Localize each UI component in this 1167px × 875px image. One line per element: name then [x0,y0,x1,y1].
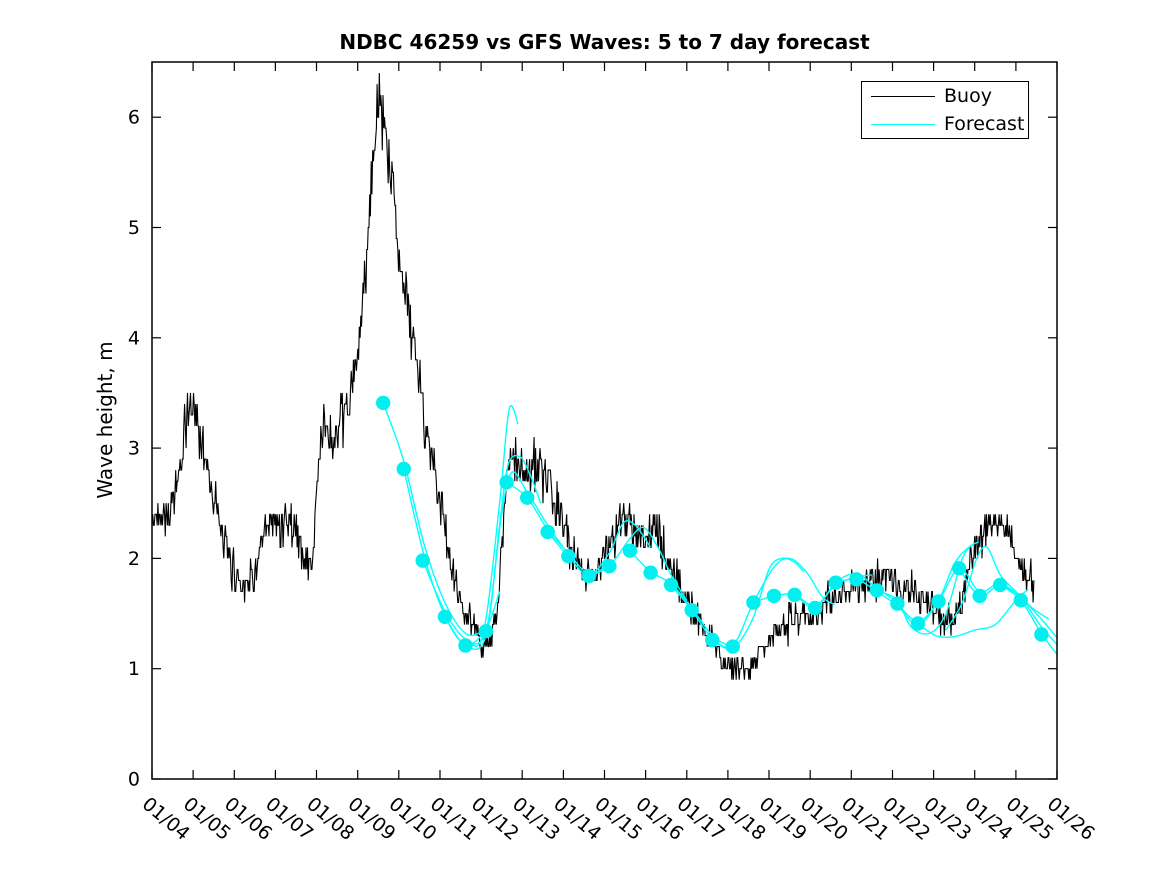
legend-label-forecast: Forecast [944,112,1025,135]
forecast-marker-2 [415,553,430,568]
forecast-marker-26 [910,616,926,631]
forecast-marker-28 [951,561,967,576]
legend-entry-buoy: Buoy [862,84,1028,108]
y-tick-label-1: 1 [128,658,140,680]
buoy-line-sample [871,95,935,97]
forecast-marker-14 [663,577,679,593]
forecast-marker-16 [705,632,720,648]
forecast-marker-8 [540,524,555,540]
forecast-marker-0 [376,395,391,411]
forecast-marker-6 [499,475,514,490]
forecast-marker-7 [520,490,535,505]
forecast-run-path-3 [444,454,542,650]
legend-entry-forecast: Forecast [862,112,1028,136]
forecast-run-path-19 [999,584,1058,655]
forecast-marker-22 [828,575,843,590]
forecast-marker-11 [602,558,617,574]
forecast-marker-25 [890,596,905,611]
forecast-marker-4 [458,638,473,653]
forecast-marker-20 [787,587,802,602]
forecast-marker-19 [766,588,782,604]
forecast-marker-3 [437,609,453,624]
forecast-marker-30 [993,577,1008,593]
forecast-marker-21 [807,600,823,616]
chart-title: NDBC 46259 vs GFS Waves: 5 to 7 day fore… [339,30,870,54]
y-tick-label-3: 3 [128,438,140,460]
y-tick-label-4: 4 [128,327,140,349]
forecast-marker-18 [746,595,761,610]
x-tick-label-01/26: 01/26 [1043,793,1099,845]
forecast-marker-17 [725,639,740,654]
y-tick-label-6: 6 [128,107,140,129]
forecast-marker-9 [561,549,576,564]
forecast-run-path-9 [670,557,805,650]
legend: Buoy Forecast [861,81,1029,139]
forecast-run-path-4 [465,471,564,645]
buoy-series-path [151,72,1035,680]
forecast-marker-1 [396,461,411,477]
forecast-marker-31 [1013,593,1028,608]
legend-label-buoy: Buoy [944,84,992,107]
forecast-run-path-8 [629,550,731,648]
forecast-marker-13 [643,565,658,580]
forecast-marker-5 [478,624,494,639]
y-tick-label-0: 0 [128,769,140,791]
forecast-line-sample [871,123,935,125]
forecast-marker-24 [869,583,884,598]
forecast-marker-10 [581,568,597,584]
axis-box [151,61,1058,780]
forecast-marker-29 [972,588,987,604]
forecast-run-path-0 [382,402,482,637]
forecast-marker-12 [622,543,638,558]
forecast-marker-23 [849,572,864,587]
forecast-marker-32 [1034,627,1049,642]
y-tick-label-2: 2 [128,548,140,570]
forecast-marker-15 [684,603,699,618]
y-tick-label-5: 5 [128,217,140,239]
forecast-marker-27 [931,594,946,609]
